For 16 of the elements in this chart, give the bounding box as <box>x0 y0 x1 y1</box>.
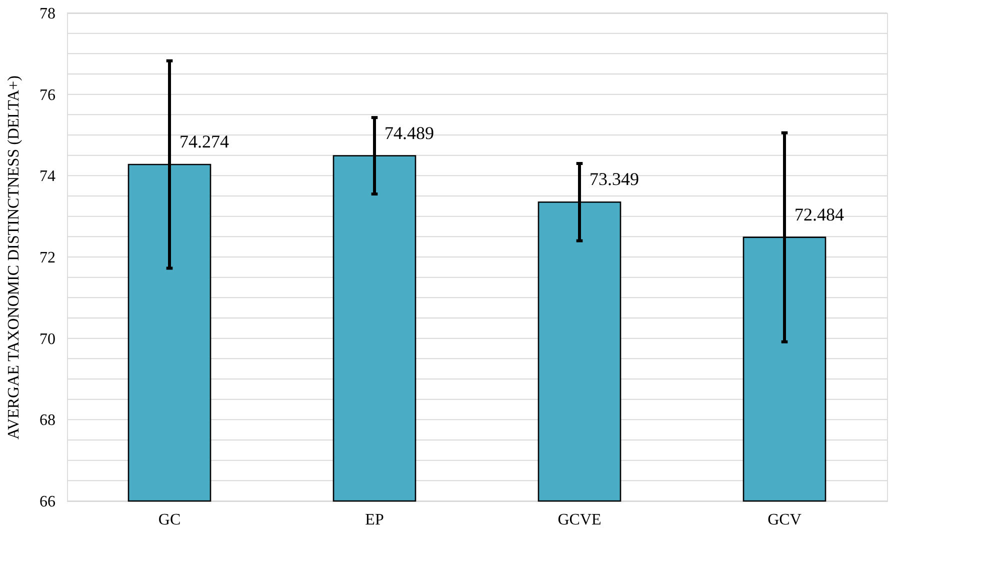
y-tick-label: 78 <box>40 6 56 22</box>
y-tick-label: 66 <box>40 494 56 510</box>
x-tick-label: EP <box>365 512 384 528</box>
data-label: 72.484 <box>794 204 844 224</box>
data-label: 73.349 <box>590 169 639 190</box>
x-tick-label: GC <box>158 512 181 528</box>
x-tick-label: GCV <box>768 512 802 528</box>
y-tick-label: 76 <box>40 86 56 104</box>
data-label: 74.274 <box>180 132 229 152</box>
y-tick-label: 74 <box>40 168 56 186</box>
data-label: 74.489 <box>384 122 434 143</box>
y-axis-title: AVERGAE TAXONOMIC DISTINCTNESS (DELTA+) <box>6 76 22 440</box>
y-tick-label: 70 <box>40 330 56 348</box>
y-tick-label: 72 <box>40 250 56 266</box>
x-tick-label: GCVE <box>558 512 602 528</box>
y-tick-label: 68 <box>40 412 56 430</box>
